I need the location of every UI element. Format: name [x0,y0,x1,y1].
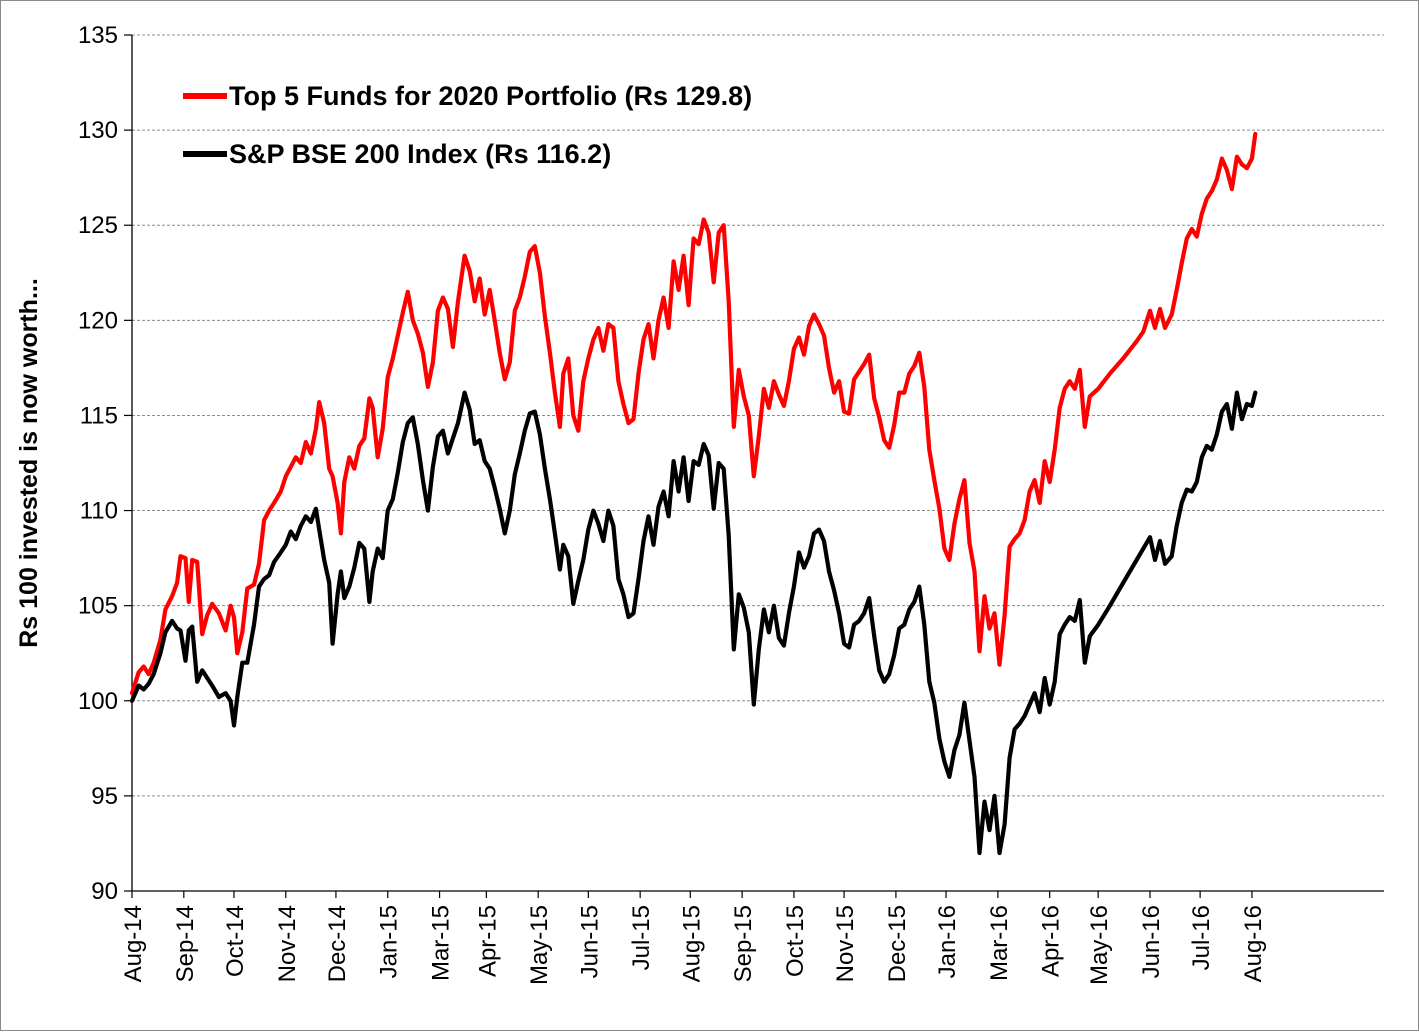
x-tick-label: Jul-16 [1188,905,1215,970]
x-tick-label: Jan-16 [934,905,961,978]
x-tick-label: Nov-15 [832,905,859,982]
legend-label-top5-funds: Top 5 Funds for 2020 Portfolio (Rs 129.8… [229,81,752,111]
x-tick-label: Mar-16 [986,905,1013,981]
x-tick-label: May-15 [526,905,553,985]
x-tick-label: Jan-15 [376,905,403,978]
y-tick-label: 110 [80,498,118,525]
y-tick-label: 130 [78,117,118,144]
x-tick-label: Jun-16 [1138,905,1165,978]
x-tick-label: Dec-14 [324,905,351,982]
x-tick-labels: Aug-14 Sep-14 Oct-14 Nov-14 Dec-14 Jan-15 Mar-… [120,891,1267,985]
legend: Top 5 Funds for 2020 Portfolio (Rs 129.8… [183,81,752,169]
y-tick-label: 115 [80,402,118,429]
x-tick-label: Apr-15 [474,905,501,977]
x-tick-label: May-16 [1086,905,1113,985]
y-tick-label: 120 [78,307,118,334]
series-line-top5-funds [129,131,1258,696]
y-tick-labels: 90 95 100 105 110 115 120 125 130 135 [78,22,118,905]
y-tick-label: 100 [78,688,118,715]
x-tick-label: Jun-15 [576,905,603,978]
x-tick-label: Aug-14 [120,905,147,982]
x-tick-label: Sep-15 [730,905,757,982]
x-tick-label: Oct-15 [782,905,809,977]
y-tick-label: 135 [78,22,118,49]
x-tick-label: Nov-14 [274,905,301,982]
x-tick-label: Oct-14 [222,905,249,977]
series-lines [129,131,1258,856]
series-line-bse200 [129,390,1258,856]
y-axis-title: Rs 100 invested is now worth... [15,278,43,648]
x-tick-label: Apr-16 [1038,905,1065,977]
gridlines [124,34,1384,892]
y-tick-label: 105 [78,593,118,620]
legend-label-bse200: S&P BSE 200 Index (Rs 116.2) [229,139,611,169]
y-tick-label: 90 [91,878,118,905]
x-tick-label: Sep-14 [172,905,199,982]
x-tick-label: Aug-16 [1240,905,1267,982]
x-tick-label: Aug-15 [678,905,705,982]
y-tick-label: 95 [91,783,118,810]
x-tick-label: Dec-15 [884,905,911,982]
x-tick-label: Mar-15 [428,905,455,981]
axes [131,35,1384,892]
y-tick-label: 125 [78,212,118,239]
x-tick-label: Jul-15 [628,905,655,970]
